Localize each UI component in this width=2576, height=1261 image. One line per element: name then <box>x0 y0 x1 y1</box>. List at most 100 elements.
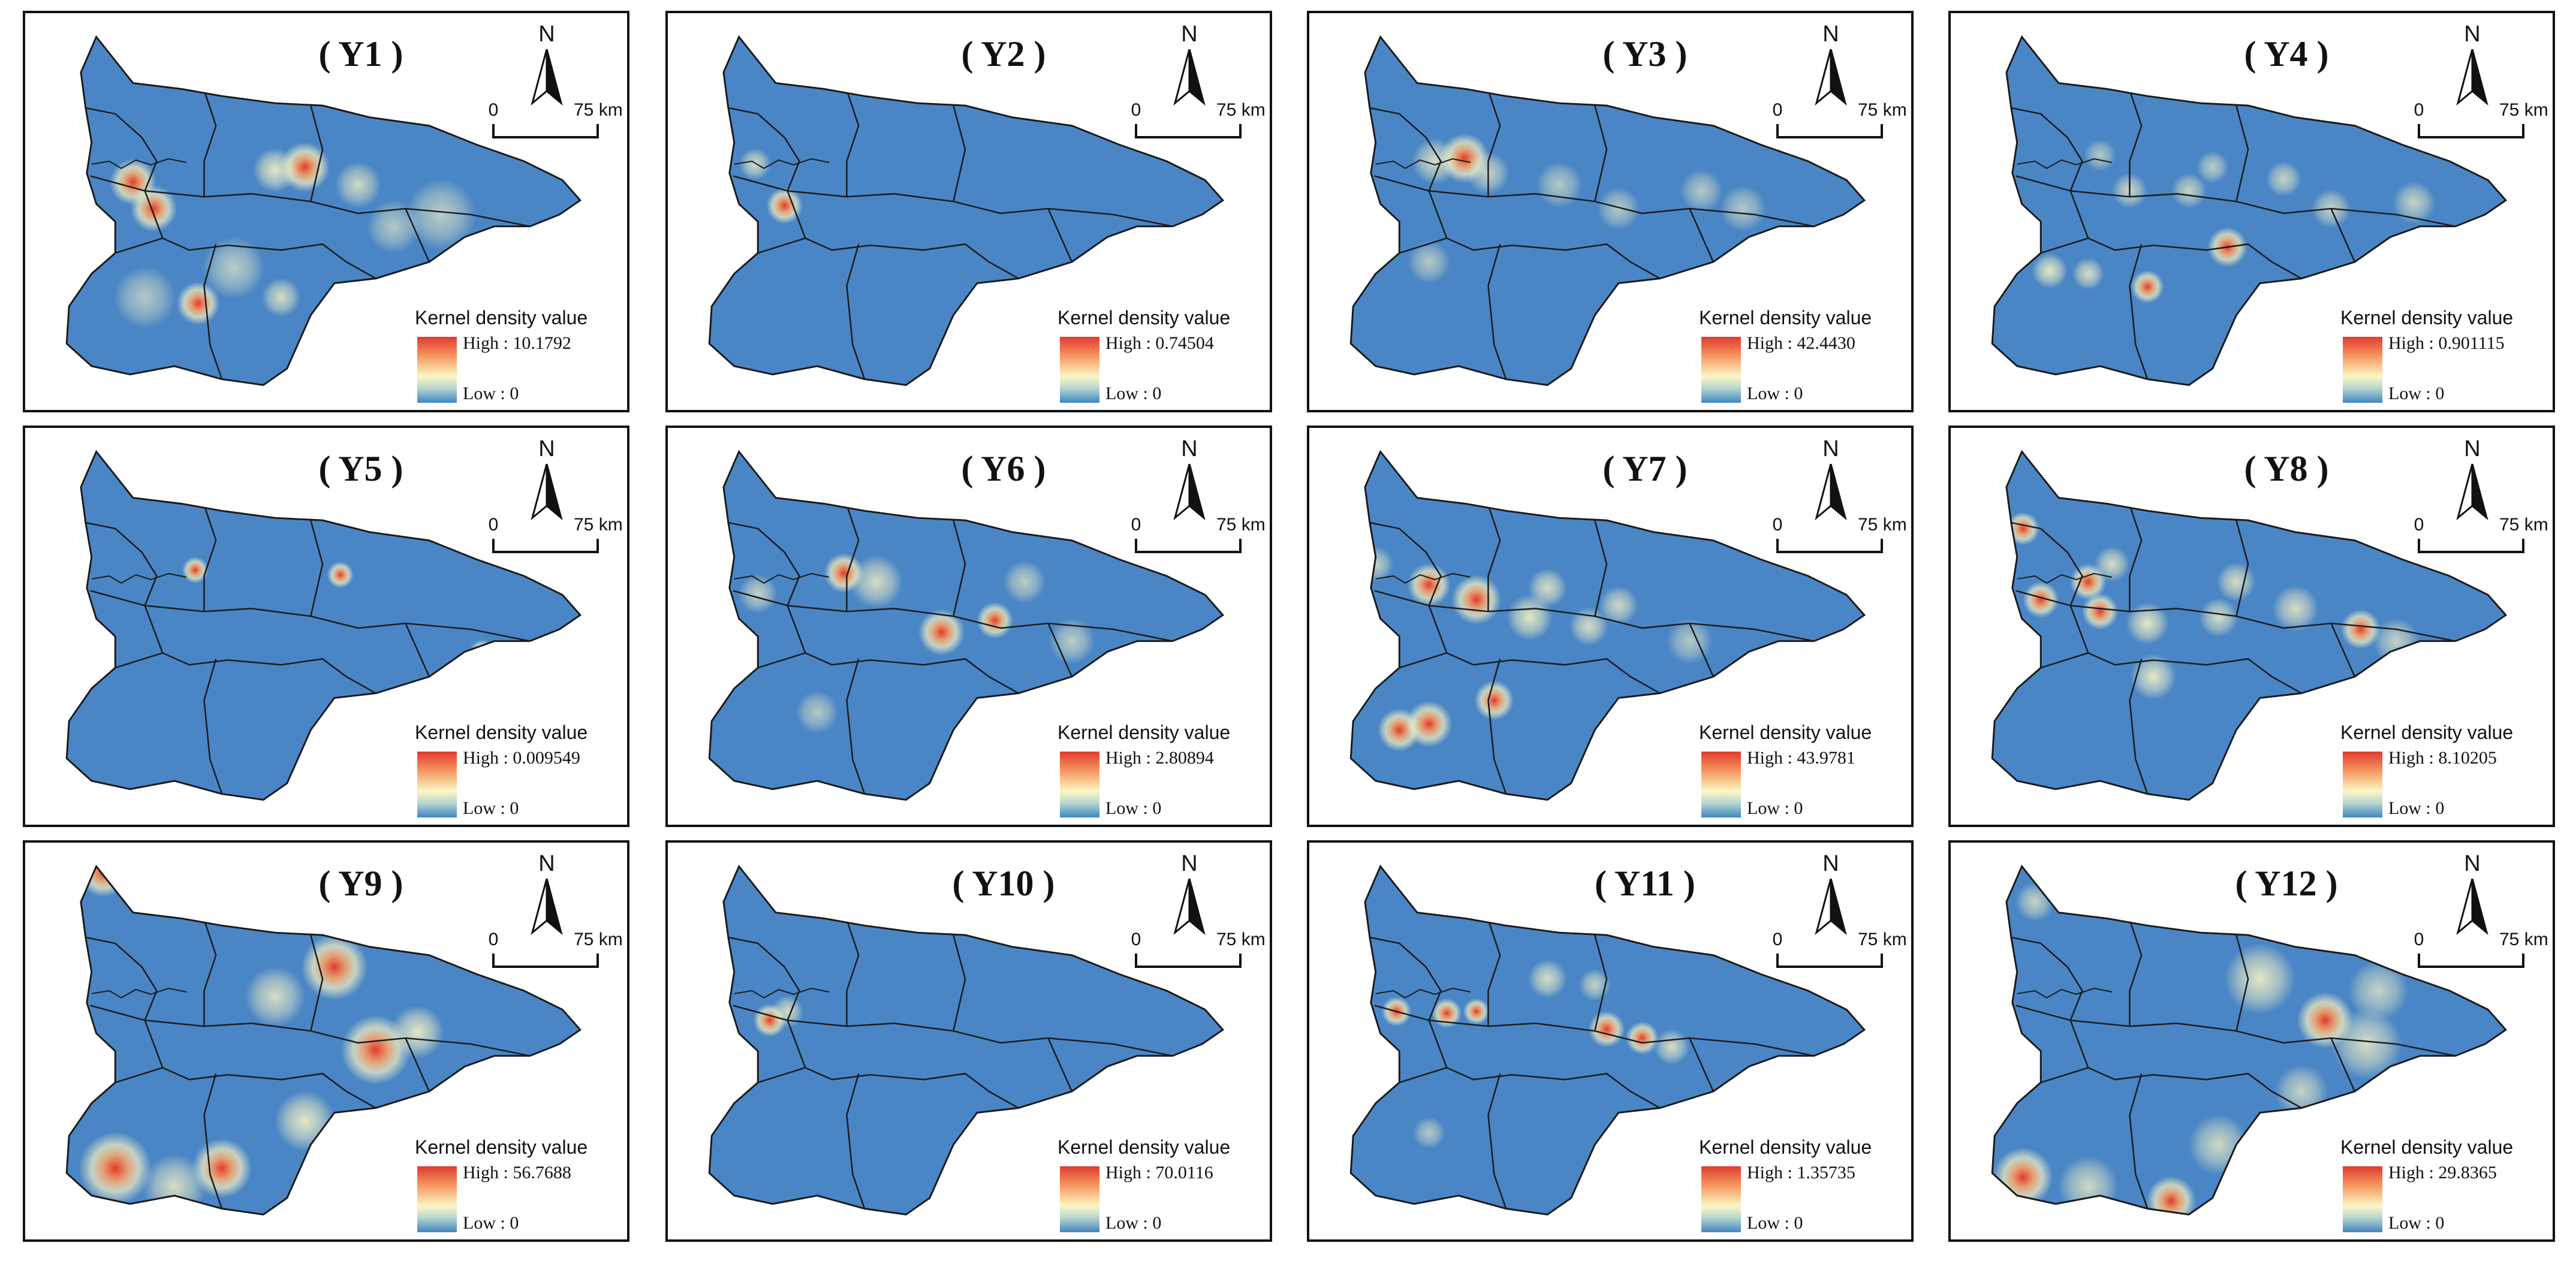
district-boundary <box>203 1073 223 1209</box>
legend-title: Kernel density value <box>1699 1136 1872 1158</box>
density-hotspot <box>182 557 209 584</box>
north-label: N <box>2464 436 2481 461</box>
density-hotspot <box>977 602 1013 639</box>
legend-high-label: High : 1.35735 <box>1747 1163 1855 1183</box>
scale-zero-label: 0 <box>488 515 499 535</box>
region-outline <box>1991 35 2508 387</box>
legend-color-ramp <box>1060 337 1099 403</box>
legend: Kernel density value High : 8.10205 Low : … <box>2340 722 2553 825</box>
district-boundary <box>405 623 430 677</box>
district-boundary <box>405 1037 430 1092</box>
legend-title: Kernel density value <box>415 307 588 328</box>
density-hotspot <box>2340 609 2381 650</box>
legend-color-ramp <box>1701 337 1741 403</box>
density-hotspot <box>766 187 803 224</box>
river-line <box>91 158 187 170</box>
panel-title: ( Y8 ) <box>2244 449 2329 488</box>
north-label: N <box>2464 22 2481 47</box>
legend-title: Kernel density value <box>2340 307 2514 328</box>
scale-bar: 0 75 km <box>2397 100 2553 154</box>
density-hotspot <box>1666 618 1713 665</box>
district-boundary <box>1689 1037 1715 1092</box>
district-boundary <box>144 605 376 694</box>
map-panel: ( Y6 ) N 0 75 km Kernel density value High : … <box>665 426 1272 827</box>
district-boundary <box>405 208 430 263</box>
scale-bar: 0 75 km <box>1756 100 1911 154</box>
scale-line <box>1776 124 1883 138</box>
density-hotspot <box>1405 701 1453 747</box>
region-map <box>1349 864 1866 1216</box>
district-boundary <box>787 605 1019 694</box>
map-panel: ( Y1 ) N 0 75 km Kernel density value High : … <box>23 11 629 412</box>
density-hotspot <box>2072 258 2104 290</box>
district-boundary <box>1399 237 1447 254</box>
district-boundary <box>2129 1073 2149 1209</box>
region-outline <box>1349 35 1866 387</box>
district-boundary <box>2069 605 2302 694</box>
scale-bar: 0 75 km <box>1114 515 1270 569</box>
region-map <box>708 35 1225 387</box>
legend-high-value: 42.4430 <box>1797 333 1855 353</box>
legend-high-value: 43.9781 <box>1797 748 1855 768</box>
density-hotspot <box>1451 575 1502 625</box>
density-hotspot <box>1536 162 1583 209</box>
density-hotspot <box>405 179 477 251</box>
density-hotspot <box>738 574 778 614</box>
district-boundary <box>1399 652 1447 669</box>
district-boundary <box>2330 623 2356 677</box>
scale-distance-label: 75 km <box>574 930 623 949</box>
legend: Kernel density value High : 0.74504 Low : … <box>1057 307 1270 410</box>
district-boundary <box>90 1004 531 1057</box>
district-boundary <box>1487 659 1507 795</box>
district-boundary <box>1487 919 1501 1027</box>
legend-high-prefix: High : <box>463 333 513 353</box>
district-boundary <box>1047 208 1073 263</box>
legend-high-label: High : 42.4430 <box>1747 333 1855 354</box>
district-boundary <box>846 244 866 380</box>
density-hotspot <box>327 561 354 589</box>
legend-high-prefix: High : <box>2388 333 2439 353</box>
legend-high-label: High : 0.74504 <box>1105 333 1214 354</box>
legend-high-prefix: High : <box>1105 333 1156 353</box>
north-arrow-icon <box>2456 49 2488 106</box>
density-hotspot <box>2171 173 2207 209</box>
district-boundary <box>1428 1019 1661 1109</box>
district-boundary <box>1374 1004 1815 1057</box>
panel-title: ( Y9 ) <box>318 864 403 903</box>
scale-zero-label: 0 <box>1772 100 1783 120</box>
district-boundary <box>2330 1037 2356 1092</box>
legend-high-prefix: High : <box>2388 748 2439 768</box>
map-panel: ( Y12 ) N 0 75 km Kernel density value High :… <box>1948 840 2555 1242</box>
district-boundary <box>953 105 966 202</box>
river-line <box>2017 988 2113 999</box>
scale-zero-label: 0 <box>1131 930 1141 949</box>
density-hotspot <box>252 147 298 192</box>
district-boundary <box>728 936 800 1021</box>
scale-bar: 0 75 km <box>1756 515 1911 569</box>
legend-low-label: Low : 0 <box>1747 798 1803 818</box>
legend-title: Kernel density value <box>1699 307 1872 328</box>
district-boundary <box>2129 505 2143 612</box>
panel-title: ( Y5 ) <box>318 449 403 488</box>
district-boundary <box>144 1019 376 1109</box>
district-boundary <box>203 919 217 1027</box>
district-boundary <box>2330 208 2356 263</box>
district-boundary <box>203 659 223 795</box>
scale-line <box>1135 539 1242 553</box>
legend-low-label: Low : 0 <box>2388 384 2445 403</box>
district-boundary <box>115 1067 163 1084</box>
north-arrow-icon <box>2456 464 2488 521</box>
scale-distance-label: 75 km <box>2499 100 2548 120</box>
legend-high-label: High : 0.901115 <box>2388 333 2505 354</box>
density-hotspot <box>261 277 301 317</box>
legend-title: Kernel density value <box>415 1136 588 1158</box>
density-hotspot <box>2130 653 2177 700</box>
district-boundary <box>2129 90 2143 197</box>
district-boundary <box>1047 1037 1073 1092</box>
district-boundary <box>2129 919 2143 1027</box>
district-boundary <box>2040 237 2089 254</box>
north-arrow-icon <box>1173 49 1206 106</box>
density-hotspot <box>1993 1147 2053 1208</box>
district-boundary <box>2015 590 2456 642</box>
density-hotspot <box>2373 618 2420 665</box>
